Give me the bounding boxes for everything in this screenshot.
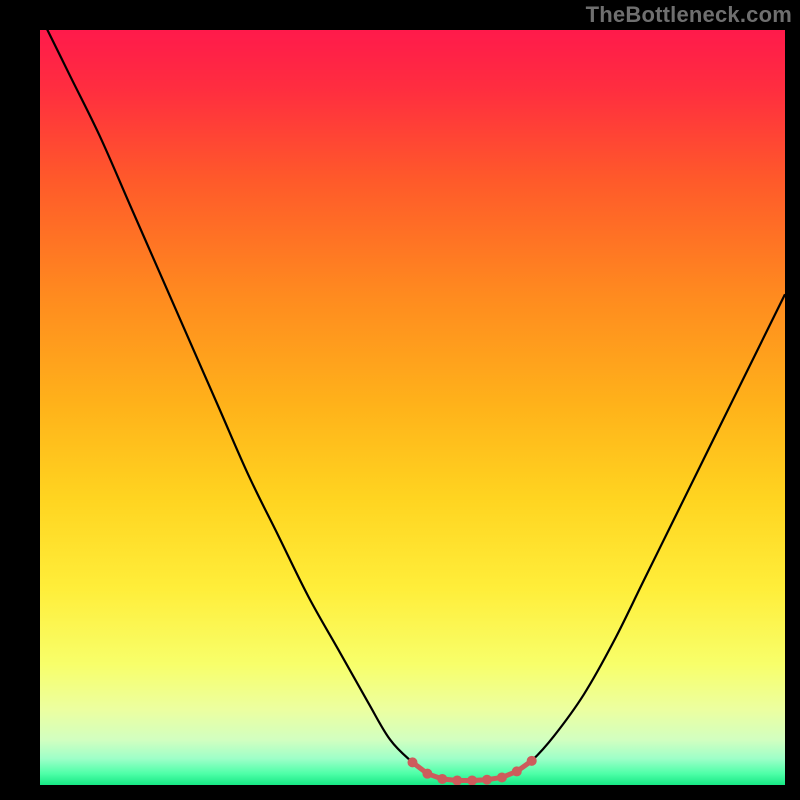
chart-container: TheBottleneck.com <box>0 0 800 800</box>
watermark-text: TheBottleneck.com <box>586 2 792 28</box>
bottleneck-chart <box>0 0 800 800</box>
